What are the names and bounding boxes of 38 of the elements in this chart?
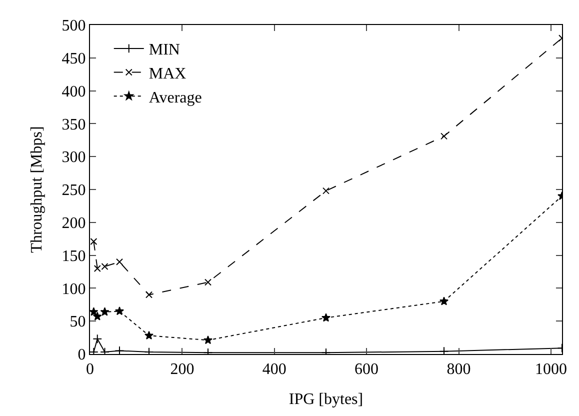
x-tick-label: 200 bbox=[170, 361, 194, 378]
y-tick-label: 50 bbox=[70, 314, 86, 331]
y-tick-label: 350 bbox=[62, 116, 86, 134]
point bbox=[440, 296, 448, 306]
point bbox=[116, 258, 123, 266]
y-tick-label: 500 bbox=[62, 18, 86, 35]
point bbox=[92, 334, 102, 344]
y-tick-label: 200 bbox=[62, 215, 86, 232]
point bbox=[204, 335, 212, 344]
point bbox=[115, 306, 124, 316]
point bbox=[204, 278, 212, 286]
x-tick-label: 400 bbox=[262, 361, 286, 378]
point bbox=[90, 307, 98, 316]
point bbox=[92, 312, 102, 320]
legend-label: Average bbox=[148, 89, 202, 106]
x-axis-title: IPG [bytes] bbox=[288, 390, 364, 408]
y-tick-label: 450 bbox=[62, 50, 86, 68]
y-axis-title: Throughput [Mbps] bbox=[28, 126, 46, 253]
point bbox=[439, 346, 449, 354]
legend-label: MIN bbox=[148, 42, 180, 59]
point bbox=[100, 307, 110, 316]
y-tick-label: 100 bbox=[62, 280, 86, 298]
point bbox=[90, 238, 98, 245]
point bbox=[440, 132, 448, 140]
point bbox=[144, 330, 154, 340]
point bbox=[114, 346, 124, 354]
y-tick-label: 150 bbox=[62, 248, 86, 265]
x-tick-label: 600 bbox=[354, 361, 379, 378]
y-tick-label: 250 bbox=[62, 182, 86, 200]
y-tick-label: 0 bbox=[78, 346, 86, 364]
x-tick-label: 800 bbox=[446, 361, 471, 378]
point bbox=[322, 187, 330, 194]
x-tick-label: 1000 bbox=[534, 361, 567, 378]
point bbox=[146, 291, 152, 298]
point bbox=[322, 313, 330, 322]
y-tick-label: 400 bbox=[62, 83, 86, 100]
legend-label: MAX bbox=[148, 66, 187, 83]
y-tick-label: 300 bbox=[62, 149, 86, 166]
